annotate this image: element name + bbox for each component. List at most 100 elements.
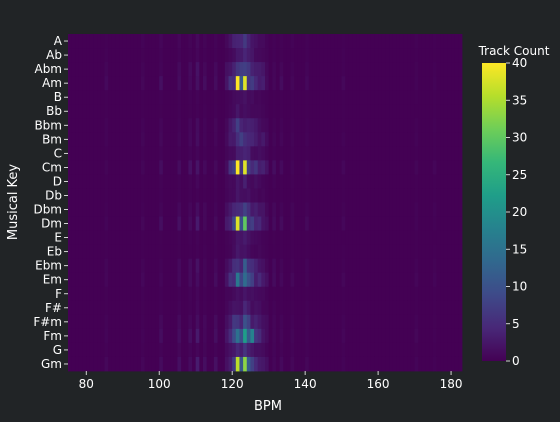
heatmap-cell xyxy=(130,62,135,77)
heatmap-cell xyxy=(155,286,160,302)
heatmap-cell xyxy=(181,188,186,203)
heatmap-cell xyxy=(429,216,434,231)
heatmap-cell xyxy=(170,356,175,372)
heatmap-cell xyxy=(184,216,189,231)
heatmap-cell xyxy=(389,62,394,77)
heatmap-cell xyxy=(151,34,156,49)
heatmap-cell xyxy=(122,174,127,189)
heatmap-cell xyxy=(217,48,222,63)
heatmap-cell xyxy=(137,118,142,133)
heatmap-cell xyxy=(213,160,218,175)
heatmap-cell xyxy=(399,230,405,246)
heatmap-cell xyxy=(432,244,437,260)
heatmap-cell xyxy=(265,216,270,231)
heatmap-cell xyxy=(250,342,255,358)
heatmap-cell xyxy=(432,328,437,344)
heatmap-cell xyxy=(370,160,375,175)
heatmap-cell xyxy=(177,258,182,274)
heatmap-cell xyxy=(108,356,113,372)
heatmap-cell xyxy=(297,286,302,302)
heatmap-cell xyxy=(195,76,200,91)
heatmap-cell xyxy=(177,216,182,231)
heatmap-cell xyxy=(166,258,171,274)
heatmap-cell xyxy=(345,90,350,105)
heatmap-cell xyxy=(356,146,361,161)
heatmap-cell xyxy=(100,132,105,147)
heatmap-cell xyxy=(410,132,415,147)
heatmap-cell xyxy=(75,244,80,260)
heatmap-cell xyxy=(308,160,313,175)
heatmap-cell xyxy=(111,160,116,175)
heatmap-cell xyxy=(294,230,299,246)
heatmap-cell xyxy=(224,48,229,63)
heatmap-cell xyxy=(356,160,361,175)
heatmap-cell xyxy=(403,62,408,77)
heatmap-cell xyxy=(108,244,113,260)
heatmap-cell xyxy=(177,76,182,91)
heatmap-cell xyxy=(210,342,215,358)
colorbar-tick-label: 20 xyxy=(512,205,527,219)
heatmap-cell xyxy=(308,62,313,77)
heatmap-cell xyxy=(418,104,423,119)
heatmap-cell xyxy=(155,34,160,49)
heatmap-cell xyxy=(443,286,448,302)
heatmap-cell xyxy=(367,146,372,161)
heatmap-cell xyxy=(374,132,379,147)
heatmap-cell xyxy=(399,314,405,330)
heatmap-cell xyxy=(210,328,215,344)
heatmap-cell xyxy=(319,104,324,119)
heatmap-cell xyxy=(418,356,423,372)
heatmap-cell xyxy=(166,202,171,217)
colorbar-tick-label: 15 xyxy=(512,242,527,256)
heatmap-cell xyxy=(261,286,266,302)
heatmap-cell xyxy=(192,146,197,161)
heatmap-cell xyxy=(348,160,353,175)
heatmap-cell xyxy=(312,286,317,302)
heatmap-cell xyxy=(224,216,229,231)
heatmap-cell xyxy=(173,300,178,316)
heatmap-cell xyxy=(100,76,105,91)
heatmap-cell xyxy=(381,174,386,189)
heatmap-cell xyxy=(68,188,73,203)
heatmap-cell xyxy=(235,132,240,147)
heatmap-cell xyxy=(235,300,240,316)
x-tick-label: 160 xyxy=(367,377,390,391)
heatmap-cell xyxy=(392,244,397,260)
heatmap-cell xyxy=(374,328,379,344)
heatmap-cell xyxy=(327,202,332,217)
heatmap-cell xyxy=(436,244,441,260)
heatmap-cell xyxy=(451,202,456,217)
heatmap-cell xyxy=(148,48,153,63)
heatmap-cell xyxy=(254,328,259,344)
heatmap-cell xyxy=(330,48,335,63)
heatmap-cell xyxy=(166,160,171,175)
heatmap-cell xyxy=(89,188,94,203)
heatmap-cell xyxy=(425,300,430,316)
heatmap-cell xyxy=(155,48,160,63)
heatmap-cell xyxy=(133,104,138,119)
heatmap-cell xyxy=(224,356,229,372)
heatmap-cell xyxy=(396,314,401,330)
heatmap-cell xyxy=(330,174,335,189)
heatmap-cell xyxy=(279,34,284,49)
heatmap-cell xyxy=(217,328,222,344)
heatmap-cell xyxy=(367,230,372,246)
heatmap-cell xyxy=(246,216,251,231)
heatmap-cell xyxy=(97,188,102,203)
heatmap-cell xyxy=(192,188,197,203)
heatmap-cell xyxy=(254,230,259,246)
heatmap-cell xyxy=(239,216,244,231)
heatmap-cell xyxy=(144,286,149,302)
heatmap-cell xyxy=(217,202,222,217)
heatmap-cell xyxy=(250,34,255,49)
heatmap-cell xyxy=(440,328,445,344)
heatmap-cell xyxy=(447,272,452,288)
heatmap-cell xyxy=(334,76,339,91)
heatmap-cell xyxy=(206,230,211,246)
heatmap-cell xyxy=(108,314,113,330)
heatmap-cell xyxy=(286,314,291,330)
heatmap-cell xyxy=(221,34,226,49)
heatmap-cell xyxy=(140,48,146,63)
heatmap-cell xyxy=(108,34,113,49)
heatmap-cell xyxy=(389,216,394,231)
